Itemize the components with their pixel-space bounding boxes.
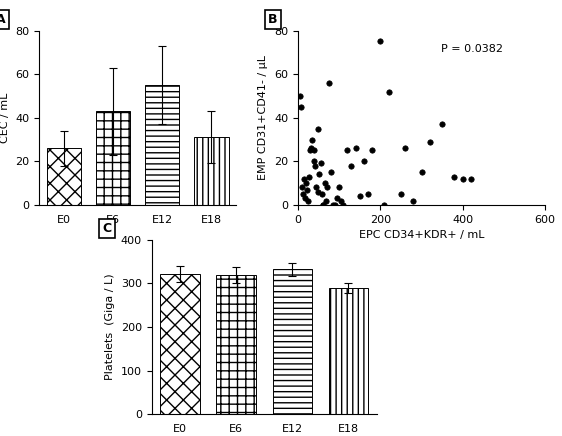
Point bbox=[339, 201, 348, 208]
Point bbox=[306, 145, 315, 152]
Point bbox=[303, 197, 312, 204]
Point bbox=[321, 197, 330, 204]
Text: A: A bbox=[0, 13, 6, 26]
Point bbox=[296, 92, 305, 99]
Point bbox=[417, 169, 426, 176]
Bar bbox=[194, 137, 229, 205]
Y-axis label: EMP CD31+CD41- / μL: EMP CD31+CD41- / μL bbox=[259, 55, 269, 180]
Point bbox=[315, 171, 324, 178]
Point bbox=[327, 169, 336, 176]
Point bbox=[364, 191, 373, 198]
Point bbox=[300, 175, 309, 182]
Point bbox=[351, 145, 360, 152]
Point bbox=[302, 180, 311, 187]
Point bbox=[324, 79, 333, 86]
Point bbox=[384, 88, 393, 95]
Point bbox=[298, 191, 307, 198]
Bar bbox=[96, 111, 130, 205]
Point bbox=[316, 160, 325, 167]
Point bbox=[337, 197, 346, 204]
Point bbox=[310, 158, 319, 165]
Point bbox=[334, 184, 343, 191]
Point bbox=[458, 175, 467, 182]
Bar bbox=[160, 274, 200, 414]
Point bbox=[328, 201, 337, 208]
Bar bbox=[145, 85, 179, 205]
Point bbox=[318, 191, 327, 198]
Point bbox=[313, 125, 322, 132]
Bar bbox=[329, 288, 368, 414]
Point bbox=[305, 173, 314, 180]
Bar bbox=[216, 275, 256, 414]
Text: B: B bbox=[268, 13, 278, 26]
X-axis label: EPC CD34+KDR+ / mL: EPC CD34+KDR+ / mL bbox=[359, 230, 484, 240]
Y-axis label: Platelets  (Giga / L): Platelets (Giga / L) bbox=[105, 274, 115, 380]
Point bbox=[301, 195, 310, 202]
Point bbox=[401, 145, 410, 152]
Point bbox=[466, 175, 475, 182]
Point bbox=[376, 38, 385, 45]
Y-axis label: CEC / mL: CEC / mL bbox=[0, 92, 10, 143]
Point bbox=[322, 184, 331, 191]
Point bbox=[333, 195, 342, 202]
Text: C: C bbox=[102, 222, 111, 235]
Text: P = 0.0382: P = 0.0382 bbox=[441, 44, 504, 54]
Bar bbox=[273, 269, 312, 414]
Point bbox=[297, 103, 306, 110]
Point bbox=[347, 162, 356, 169]
Point bbox=[450, 173, 459, 180]
Point bbox=[396, 191, 405, 198]
Point bbox=[320, 180, 329, 187]
Point bbox=[319, 201, 328, 208]
Point bbox=[309, 147, 318, 154]
Point bbox=[306, 147, 315, 154]
Point bbox=[438, 121, 447, 128]
Point bbox=[314, 188, 323, 195]
Point bbox=[308, 136, 317, 143]
Point bbox=[330, 201, 339, 208]
Point bbox=[355, 193, 364, 200]
Point bbox=[311, 162, 320, 169]
Bar bbox=[47, 148, 81, 205]
Point bbox=[343, 147, 352, 154]
Point bbox=[312, 184, 321, 191]
Point bbox=[425, 138, 434, 145]
Point bbox=[409, 197, 418, 204]
Point bbox=[359, 158, 368, 165]
Point bbox=[380, 201, 389, 208]
Point bbox=[368, 147, 377, 154]
Point bbox=[318, 201, 327, 208]
Point bbox=[297, 184, 306, 191]
Point bbox=[302, 186, 311, 193]
